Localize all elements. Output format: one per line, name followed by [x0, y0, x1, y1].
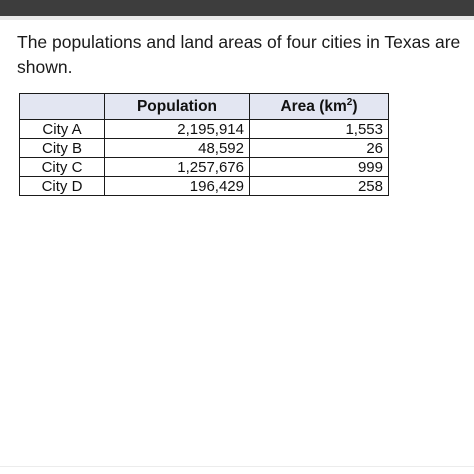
- city-name-cell: City D: [19, 176, 105, 196]
- header-area: Area (km2): [249, 93, 389, 120]
- area-cell: 26: [249, 138, 389, 158]
- area-cell: 1,553: [249, 119, 389, 139]
- table-row: City C 1,257,676 999: [19, 157, 389, 177]
- header-city: [19, 93, 105, 120]
- population-cell: 48,592: [104, 138, 250, 158]
- top-bar-edge: [0, 16, 474, 20]
- area-cell: 258: [249, 176, 389, 196]
- header-area-exponent: 2: [346, 96, 353, 108]
- city-name-cell: City C: [19, 157, 105, 177]
- population-cell: 1,257,676: [104, 157, 250, 177]
- table-row: City A 2,195,914 1,553: [19, 119, 389, 139]
- table-header-row: Population Area (km2): [19, 93, 389, 120]
- top-bar: [0, 0, 474, 16]
- city-data-table: Population Area (km2) City A 2,195,914 1…: [19, 93, 389, 196]
- header-area-close: ): [352, 97, 358, 115]
- bottom-divider: [0, 466, 474, 467]
- header-population: Population: [104, 93, 250, 120]
- population-cell: 2,195,914: [104, 119, 250, 139]
- area-cell: 999: [249, 157, 389, 177]
- population-cell: 196,429: [104, 176, 250, 196]
- header-area-label: Area (km: [280, 97, 347, 115]
- table-row: City B 48,592 26: [19, 138, 389, 158]
- table-row: City D 196,429 258: [19, 176, 389, 196]
- city-name-cell: City B: [19, 138, 105, 158]
- question-text: The populations and land areas of four c…: [17, 32, 461, 77]
- city-name-cell: City A: [19, 119, 105, 139]
